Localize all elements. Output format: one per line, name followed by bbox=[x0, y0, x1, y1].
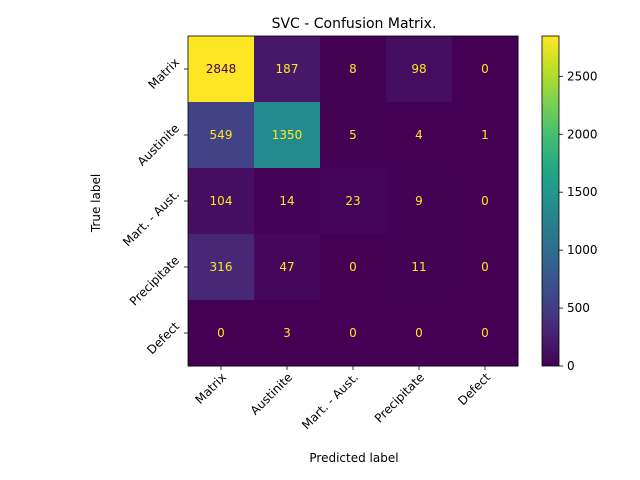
heatmap-cell bbox=[452, 102, 519, 169]
heatmap-cell-values: 2848 187 8 98 0 549 1350 5 4 1 104 14 23 9 0 316 47 0 11 0 0… bbox=[206, 62, 489, 340]
cell-value: 4 bbox=[415, 128, 423, 142]
colorbar-tick-label: 0 bbox=[567, 359, 575, 373]
cell-value: 549 bbox=[210, 128, 233, 142]
colorbar: 0 500 1000 1500 2000 2500 bbox=[541, 35, 598, 373]
cell-value: 5 bbox=[349, 128, 357, 142]
heatmap-cell bbox=[188, 300, 255, 367]
y-tick-label: Mart. - Aust. bbox=[120, 187, 182, 249]
heatmap-cell bbox=[188, 168, 255, 235]
colorbar-tick-label: 2500 bbox=[567, 69, 598, 83]
heatmap-cell bbox=[254, 300, 321, 367]
cell-value: 2848 bbox=[206, 62, 237, 76]
cell-value: 3 bbox=[283, 326, 291, 340]
x-tick-label: Mart. - Aust. bbox=[299, 370, 361, 432]
x-axis-ticks: Matrix Austinite Mart. - Aust. Precipitate D… bbox=[193, 366, 493, 432]
heatmap-cell bbox=[188, 234, 255, 301]
cell-value: 0 bbox=[481, 260, 489, 274]
heatmap-cell bbox=[386, 168, 453, 235]
cell-value: 0 bbox=[481, 326, 489, 340]
chart-title: SVC - Confusion Matrix. bbox=[272, 16, 437, 32]
cell-value: 0 bbox=[481, 62, 489, 76]
y-tick-label: Matrix bbox=[146, 55, 183, 92]
cell-value: 0 bbox=[481, 194, 489, 208]
heatmap-cell bbox=[254, 36, 321, 103]
heatmap-cell bbox=[320, 102, 387, 169]
x-tick-label: Matrix bbox=[193, 370, 230, 407]
cell-value: 0 bbox=[415, 326, 423, 340]
colorbar-tick-label: 500 bbox=[567, 301, 590, 315]
heatmap-cell bbox=[452, 168, 519, 235]
colorbar-ticks: 0 500 1000 1500 2000 2500 bbox=[559, 69, 598, 373]
colorbar-tick-label: 2000 bbox=[567, 127, 598, 141]
x-tick-label: Austinite bbox=[248, 370, 295, 417]
heatmap-cell bbox=[320, 234, 387, 301]
heatmap-cell bbox=[320, 168, 387, 235]
heatmap-cell bbox=[188, 36, 255, 103]
cell-value: 8 bbox=[349, 62, 357, 76]
cell-value: 11 bbox=[411, 260, 426, 274]
cell-value: 187 bbox=[276, 62, 299, 76]
cell-value: 1350 bbox=[272, 128, 303, 142]
y-axis-ticks: Matrix Austinite Mart. - Aust.Precipitate D… bbox=[120, 55, 188, 357]
cell-value: 23 bbox=[345, 194, 360, 208]
heatmap-cell bbox=[188, 102, 255, 169]
y-tick-label: Defect bbox=[144, 319, 182, 357]
heatmap-cell bbox=[254, 168, 321, 235]
cell-value: 14 bbox=[279, 194, 294, 208]
y-tick-label: Precipitate bbox=[127, 253, 182, 308]
heatmap-cell bbox=[386, 102, 453, 169]
x-axis-title: Predicted label bbox=[309, 451, 398, 465]
y-axis-title: True label bbox=[89, 174, 103, 233]
heatmap-cell bbox=[386, 300, 453, 367]
heatmap-cell bbox=[452, 234, 519, 301]
cell-value: 0 bbox=[217, 326, 225, 340]
cell-value: 104 bbox=[210, 194, 233, 208]
cell-value: 9 bbox=[415, 194, 423, 208]
heatmap-cell bbox=[386, 234, 453, 301]
heatmap-cell bbox=[386, 36, 453, 103]
heatmap-cell bbox=[320, 300, 387, 367]
heatmap-cell bbox=[452, 36, 519, 103]
heatmap-cell bbox=[254, 102, 321, 169]
x-tick-label: Precipitate bbox=[372, 370, 427, 425]
y-tick-label: Austinite bbox=[135, 121, 182, 168]
cell-value: 0 bbox=[349, 326, 357, 340]
colorbar-tick-label: 1000 bbox=[567, 243, 598, 257]
colorbar-gradient bbox=[541, 35, 560, 367]
cell-value: 1 bbox=[481, 128, 489, 142]
cell-value: 47 bbox=[279, 260, 294, 274]
cell-value: 98 bbox=[411, 62, 426, 76]
cell-value: 316 bbox=[210, 260, 233, 274]
heatmap-cell bbox=[254, 234, 321, 301]
x-tick-label: Defect bbox=[455, 370, 493, 408]
heatmap-cell bbox=[452, 300, 519, 367]
cell-value: 0 bbox=[349, 260, 357, 274]
heatmap-cell bbox=[320, 36, 387, 103]
heatmap-cells bbox=[188, 36, 519, 367]
colorbar-tick-label: 1500 bbox=[567, 185, 598, 199]
